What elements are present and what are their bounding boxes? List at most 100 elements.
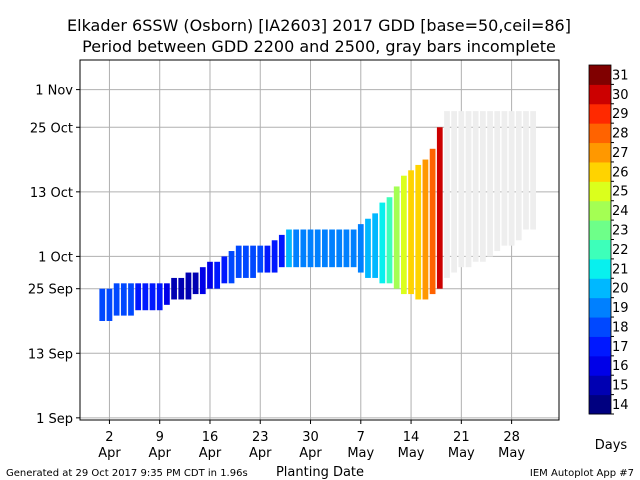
bar: [372, 213, 379, 278]
colorbar-swatch: [589, 142, 611, 163]
bar: [422, 159, 429, 300]
y-tick-label: 25 Oct: [30, 121, 73, 136]
x-tick-label-month: Apr: [299, 446, 322, 461]
colorbar-swatch: [589, 336, 611, 357]
y-tick-label: 1 Sep: [36, 412, 73, 427]
bar: [386, 197, 393, 284]
bar: [451, 111, 458, 273]
bar: [293, 229, 300, 268]
bar: [250, 245, 256, 278]
colorbar-swatch: [589, 161, 611, 182]
x-tick-label-month: Apr: [98, 446, 121, 461]
colorbar-swatch: [589, 239, 611, 260]
bar: [286, 229, 292, 268]
y-tick-label: 1 Oct: [38, 250, 73, 265]
bar: [472, 111, 479, 262]
colorbar-swatch: [589, 355, 611, 376]
x-tick-label-month: May: [398, 446, 425, 461]
footer-app: IEM Autoplot App #7: [530, 468, 634, 479]
bar: [314, 229, 321, 268]
x-axis: 2Apr9Apr16Apr23Apr30Apr7May14May21May28M…: [98, 420, 525, 461]
bar: [379, 202, 386, 284]
chart-title-line1: Elkader 6SSW (Osborn) [IA2603] 2017 GDD …: [67, 16, 571, 35]
x-tick-label-month: Apr: [199, 446, 222, 461]
x-tick-label: 14: [403, 430, 420, 445]
bar: [156, 283, 163, 311]
colorbar-swatch: [589, 181, 611, 202]
bar: [128, 283, 134, 316]
colorbar-tick-label: 26: [612, 165, 629, 180]
bar: [300, 229, 307, 268]
x-tick-label: 28: [503, 430, 520, 445]
colorbar-tick-label: 17: [612, 340, 629, 355]
bars-group: [99, 111, 537, 321]
bar: [357, 224, 364, 273]
colorbar-swatch: [589, 297, 611, 318]
colorbar-tick-label: 28: [612, 127, 629, 142]
colorbar-swatch: [589, 317, 611, 337]
y-tick-label: 13 Sep: [28, 347, 73, 362]
bar: [257, 245, 264, 273]
bar: [113, 283, 120, 316]
bar: [228, 251, 235, 284]
colorbar-tick-label: 20: [612, 282, 629, 297]
bar: [214, 261, 221, 289]
colorbar-tick-label: 29: [612, 107, 629, 122]
colorbar-swatch: [589, 123, 611, 144]
x-tick-label: 2: [105, 430, 113, 445]
x-tick-label-month: May: [448, 446, 475, 461]
bar: [494, 111, 501, 252]
y-tick-label: 13 Oct: [30, 186, 73, 201]
bar: [429, 148, 436, 295]
bar: [207, 261, 213, 289]
bar: [135, 283, 142, 311]
bar: [322, 229, 328, 268]
x-tick-label-month: Apr: [148, 446, 171, 461]
colorbar-swatch: [589, 103, 611, 124]
bar: [523, 111, 529, 230]
colorbar-tick-label: 19: [612, 301, 629, 316]
bar: [444, 111, 450, 278]
colorbar: 14 15 16 17 18 19 20 21 22 23 24 25 26 27 28 29 30 31: [588, 64, 629, 415]
colorbar-swatch: [589, 84, 611, 105]
bar: [120, 283, 127, 316]
bar: [271, 240, 278, 273]
bar: [164, 283, 170, 305]
bar: [142, 283, 149, 311]
y-tick-label: 1 Nov: [35, 84, 73, 99]
colorbar-swatch: [589, 394, 611, 415]
colorbar-tick-label: 24: [612, 204, 629, 219]
bar: [393, 186, 400, 289]
x-tick-label: 23: [252, 430, 269, 445]
bar: [235, 245, 242, 278]
colorbar-swatch: [589, 258, 611, 279]
bar: [415, 164, 422, 300]
bar: [336, 229, 343, 268]
x-tick-label-month: May: [347, 446, 374, 461]
bar: [487, 111, 493, 257]
bar: [221, 256, 228, 284]
bar: [530, 111, 537, 230]
x-tick-label: 9: [156, 430, 164, 445]
x-tick-label: 30: [302, 430, 319, 445]
bar: [508, 111, 515, 246]
colorbar-tick-label: 25: [612, 185, 629, 200]
bar: [192, 272, 199, 295]
chart-title-line2: Period between GDD 2200 and 2500, gray b…: [82, 37, 556, 56]
x-tick-label: 7: [357, 430, 365, 445]
bar: [199, 267, 206, 295]
x-tick-label: 16: [202, 430, 219, 445]
x-axis-label: Planting Date: [276, 465, 364, 480]
bar: [185, 272, 192, 300]
colorbar-swatch: [589, 278, 611, 299]
bar: [178, 277, 185, 300]
bar: [350, 229, 357, 268]
bar: [343, 229, 350, 268]
bar: [243, 245, 249, 278]
bar: [465, 111, 472, 268]
colorbar-tick-label: 27: [612, 146, 629, 161]
bar: [365, 218, 371, 278]
colorbar-tick-label: 30: [612, 88, 629, 103]
colorbar-tick-label: 23: [612, 224, 629, 239]
